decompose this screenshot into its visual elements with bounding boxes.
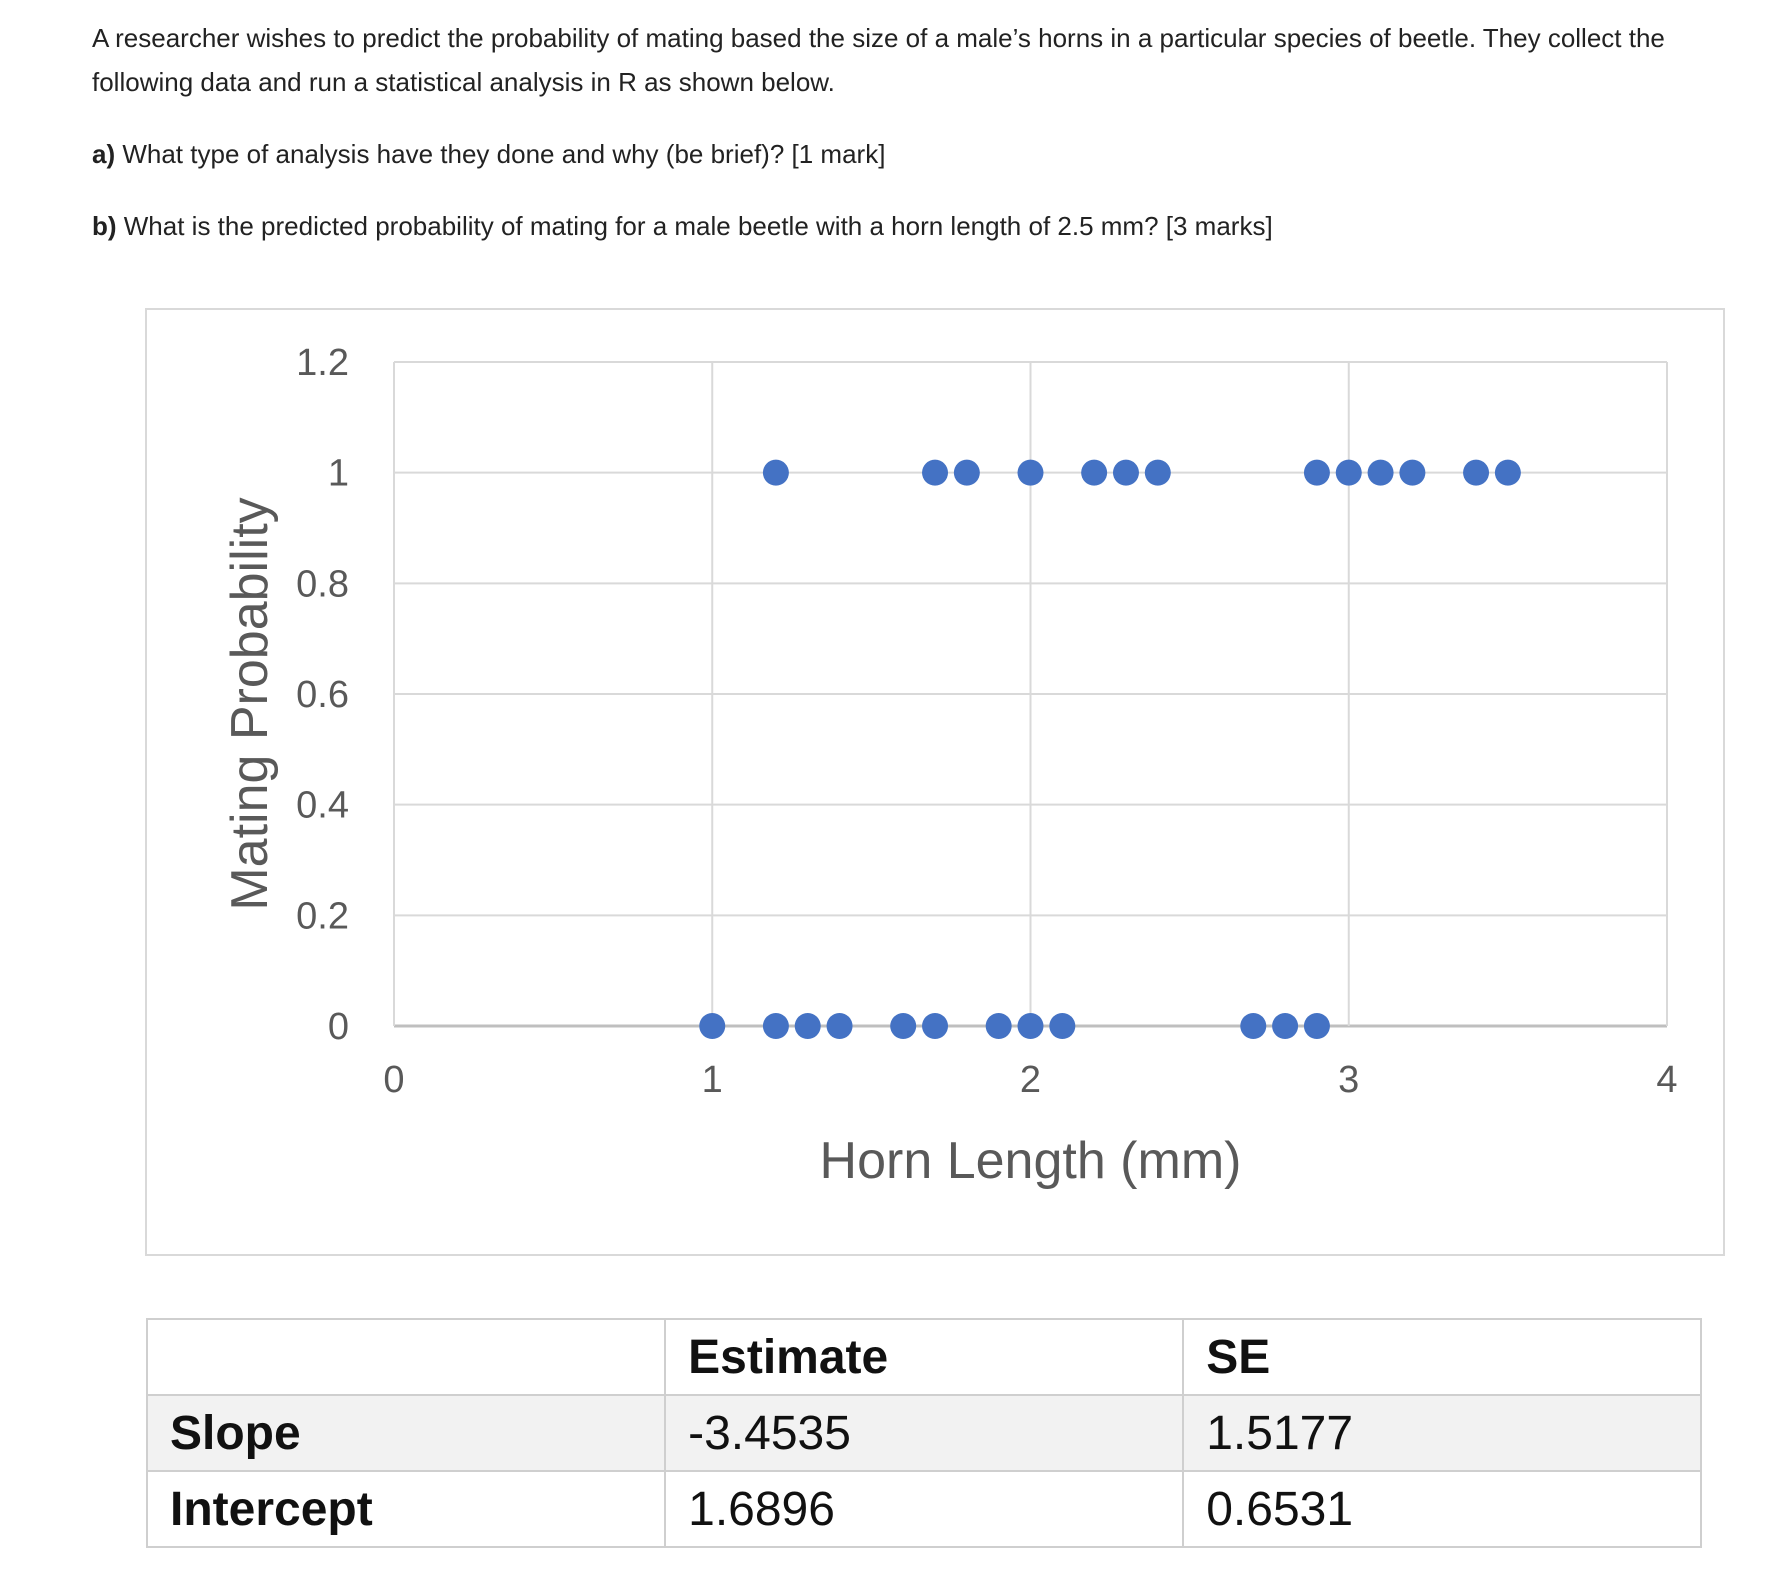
table-header-blank [145, 1318, 667, 1396]
data-point [1049, 1013, 1076, 1039]
question-part-a: a) What type of analysis have they done … [92, 132, 1772, 176]
table-row-intercept: Intercept 1.6896 0.6531 [145, 1470, 1702, 1548]
data-point [1081, 459, 1108, 486]
data-point [1494, 459, 1521, 486]
data-point [762, 459, 789, 486]
scatter-chart: 0 0.2 0.4 0.6 0.8 1 1.2 0 1 2 3 4 Horn Length (mm) Ma… [221, 342, 1678, 1190]
row-label-slope: Slope [145, 1394, 667, 1472]
data-point [1017, 1013, 1044, 1039]
y-tick-label: 1.2 [296, 342, 349, 384]
x-tick-label: 2 [1020, 1059, 1041, 1101]
table-header-se: SE [1182, 1318, 1702, 1396]
table-row-slope: Slope -3.4535 1.5177 [145, 1394, 1702, 1472]
x-tick-label: 0 [383, 1059, 404, 1101]
data-point [1335, 459, 1362, 486]
coefficient-table: Estimate SE Slope -3.4535 1.5177 Interce… [145, 1318, 1702, 1548]
data-point [1303, 1013, 1330, 1039]
x-tick-label: 3 [1338, 1059, 1359, 1101]
y-tick-label: 0.8 [296, 563, 349, 605]
data-point [922, 459, 949, 486]
slope-se: 1.5177 [1182, 1394, 1702, 1472]
x-tick-label: 4 [1656, 1059, 1677, 1101]
question-part-b: b) What is the predicted probability of … [92, 204, 1772, 248]
y-tick-label: 0.2 [296, 895, 349, 937]
data-point [794, 1013, 821, 1039]
data-point [985, 1013, 1012, 1039]
part-a-label: a) [92, 139, 116, 169]
y-axis-title: Mating Probability [221, 497, 279, 910]
part-a-text: What type of analysis have they done and… [115, 139, 886, 169]
table-header-estimate: Estimate [664, 1318, 1185, 1396]
question-intro: A researcher wishes to predict the proba… [92, 23, 1665, 97]
part-b-text: What is the predicted probability of mat… [116, 211, 1273, 241]
intercept-se: 0.6531 [1182, 1470, 1702, 1548]
data-point [1144, 459, 1171, 486]
data-point [1399, 459, 1426, 486]
y-tick-label: 0.4 [296, 785, 349, 827]
data-point [1367, 459, 1394, 486]
part-b-label: b) [92, 211, 117, 241]
data-point [1017, 459, 1044, 486]
data-point [890, 1013, 917, 1039]
y-tick-label: 0.6 [296, 674, 349, 716]
data-point [1240, 1013, 1267, 1039]
data-point [826, 1013, 853, 1039]
slope-estimate: -3.4535 [664, 1394, 1185, 1472]
x-axis-title: Horn Length (mm) [820, 1132, 1242, 1190]
question-block: A researcher wishes to predict the proba… [92, 16, 1772, 276]
row-label-intercept: Intercept [145, 1470, 667, 1548]
x-tick-label: 1 [702, 1059, 723, 1101]
data-point [1463, 459, 1490, 486]
data-point [762, 1013, 789, 1039]
data-point [1303, 459, 1330, 486]
data-point [953, 459, 980, 486]
data-point [1112, 459, 1139, 486]
data-point [922, 1013, 949, 1039]
chart-frame: 0 0.2 0.4 0.6 0.8 1 1.2 0 1 2 3 4 Horn Length (mm) Ma… [145, 308, 1725, 1256]
data-point [699, 1013, 726, 1039]
data-point [1272, 1013, 1299, 1039]
y-tick-label: 1 [328, 453, 349, 495]
y-tick-label: 0 [328, 1006, 349, 1048]
table-header-row: Estimate SE [145, 1318, 1702, 1396]
intercept-estimate: 1.6896 [664, 1470, 1185, 1548]
